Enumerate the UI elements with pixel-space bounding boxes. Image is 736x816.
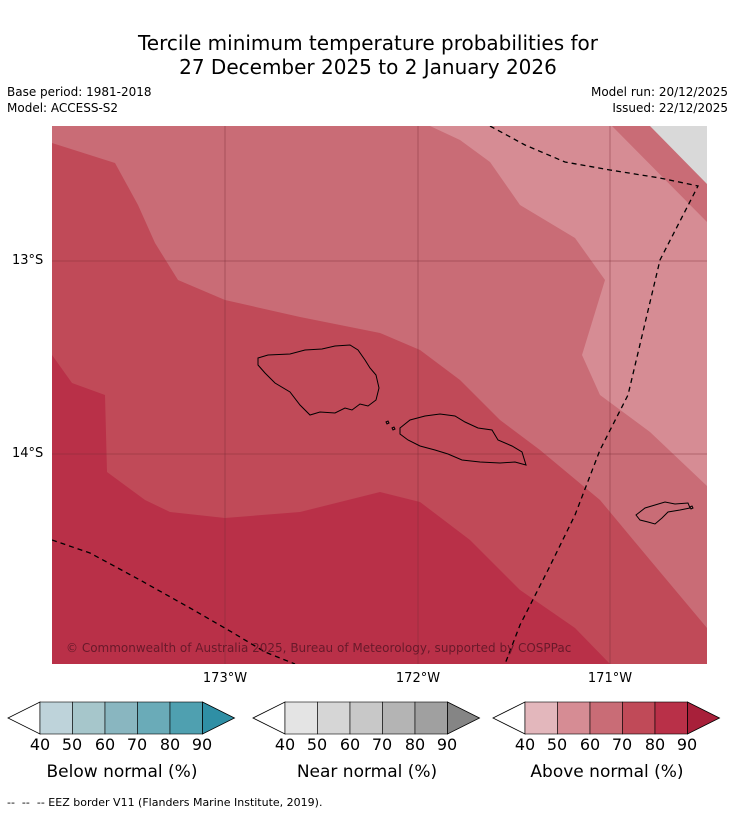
- copyright-notice: © Commonwealth of Australia 2025, Bureau…: [66, 641, 572, 655]
- band-above-80: [52, 355, 610, 664]
- colorbar-near-normal: [252, 701, 481, 735]
- tick-above-50: 50: [546, 735, 568, 754]
- savaii-island: [257, 344, 380, 416]
- no-data-region: [650, 126, 707, 184]
- colorbar-segment: [284, 701, 318, 735]
- eez-border: [52, 126, 699, 664]
- issued-date: Issued: 22/12/2025: [612, 101, 728, 115]
- tick-above-70: 70: [611, 735, 633, 754]
- tick-near-90: 90: [436, 735, 458, 754]
- aunuu-island: [689, 505, 694, 510]
- base-period: Base period: 1981-2018: [7, 85, 152, 99]
- tick-below-90: 90: [191, 735, 213, 754]
- tick-near-80: 80: [404, 735, 426, 754]
- map-title-line2: 27 December 2025 to 2 January 2026: [179, 55, 557, 79]
- tick-near-70: 70: [371, 735, 393, 754]
- lat-label-13s: 13°S: [12, 253, 44, 268]
- map-title-line1: Tercile minimum temperature probabilitie…: [137, 31, 599, 55]
- tick-above-80: 80: [644, 735, 666, 754]
- colorbar-under-extension: [492, 701, 526, 735]
- colorbar-segment: [622, 701, 656, 735]
- colorbar-below-title: Below normal (%): [46, 762, 198, 782]
- eez-legend-note: -- -- -- EEZ border V11 (Flanders Marine…: [7, 796, 323, 809]
- colorbar-segment: [414, 701, 448, 735]
- colorbar-below-normal: [7, 701, 236, 735]
- band-above-50: [430, 126, 707, 486]
- colorbar-segment: [382, 701, 416, 735]
- colorbar-segment: [349, 701, 383, 735]
- tick-below-60: 60: [94, 735, 116, 754]
- coastlines: [257, 344, 694, 525]
- tutuila-island: [635, 501, 691, 525]
- tick-below-80: 80: [159, 735, 181, 754]
- model-run: Model run: 20/12/2025: [590, 85, 728, 99]
- colorbar-above-normal: [492, 701, 721, 735]
- colorbar-segment: [589, 701, 623, 735]
- tick-below-40: 40: [29, 735, 51, 754]
- tick-below-70: 70: [126, 735, 148, 754]
- tick-below-50: 50: [61, 735, 83, 754]
- tick-near-40: 40: [274, 735, 296, 754]
- colorbar-segment: [524, 701, 558, 735]
- colorbar-segment: [72, 701, 106, 735]
- colorbar-segment: [317, 701, 351, 735]
- colorbar-segment: [557, 701, 591, 735]
- colorbar-segment: [137, 701, 171, 735]
- colorbar-near-title: Near normal (%): [296, 762, 438, 782]
- tick-near-60: 60: [339, 735, 361, 754]
- colorbar-under-extension: [7, 701, 41, 735]
- lat-label-14s: 14°S: [12, 446, 44, 461]
- model-name: Model: ACCESS-S2: [7, 101, 119, 115]
- upolu-island: [399, 413, 527, 466]
- colorbar-over-extension: [447, 701, 481, 735]
- tick-above-40: 40: [514, 735, 536, 754]
- colorbar-segment: [654, 701, 688, 735]
- lon-label-171w: 171°W: [587, 671, 633, 686]
- lon-label-173w: 173°W: [202, 671, 248, 686]
- tick-above-90: 90: [676, 735, 698, 754]
- colorbar-segment: [104, 701, 138, 735]
- tick-near-50: 50: [306, 735, 328, 754]
- lon-label-172w: 172°W: [395, 671, 441, 686]
- colorbar-over-extension: [202, 701, 236, 735]
- colorbar-over-extension: [687, 701, 721, 735]
- apolima-island: [391, 426, 396, 431]
- colorbar-under-extension: [252, 701, 286, 735]
- colorbar-above-title: Above normal (%): [530, 762, 684, 782]
- colorbar-segment: [39, 701, 73, 735]
- tick-above-60: 60: [579, 735, 601, 754]
- manono-island: [385, 420, 390, 425]
- probability-map: [52, 126, 707, 664]
- colorbar-segment: [169, 701, 203, 735]
